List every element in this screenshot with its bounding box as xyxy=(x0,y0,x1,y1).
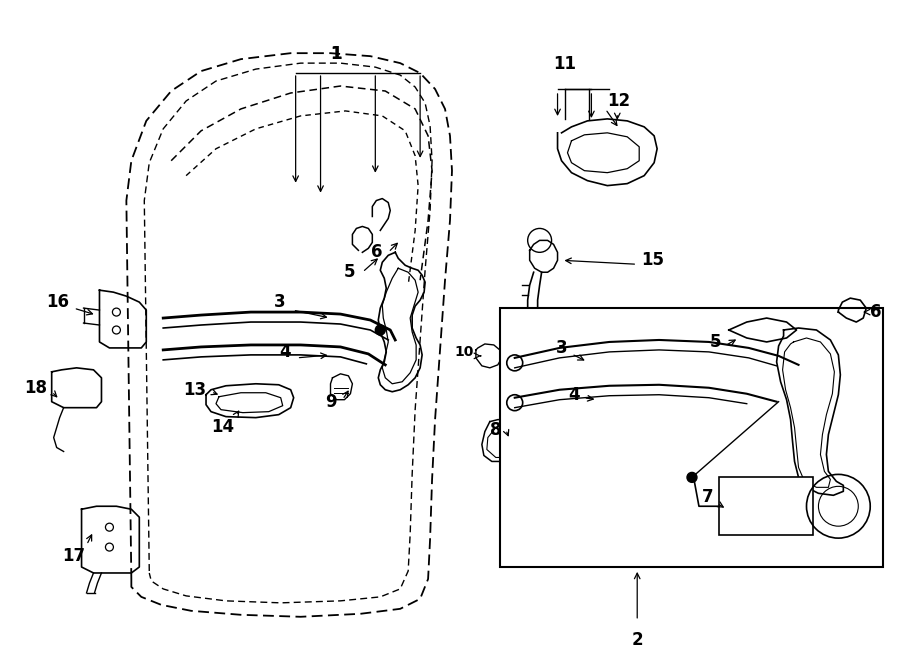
Text: 4: 4 xyxy=(568,386,580,404)
Text: 6: 6 xyxy=(371,243,382,261)
Text: 6: 6 xyxy=(870,303,882,321)
Text: 8: 8 xyxy=(491,420,502,439)
Text: 1: 1 xyxy=(329,45,341,63)
Text: 18: 18 xyxy=(23,379,47,397)
Text: 4: 4 xyxy=(279,343,291,361)
Bar xyxy=(500,308,883,567)
Text: 13: 13 xyxy=(183,381,206,399)
Text: 5: 5 xyxy=(344,263,356,281)
Bar xyxy=(719,477,814,535)
Circle shape xyxy=(687,473,697,483)
Text: 12: 12 xyxy=(608,92,631,110)
Text: 15: 15 xyxy=(641,251,664,269)
Text: 9: 9 xyxy=(325,393,337,410)
Text: 2: 2 xyxy=(632,631,643,648)
Text: 3: 3 xyxy=(556,339,568,357)
Text: 3: 3 xyxy=(274,293,285,311)
Text: 16: 16 xyxy=(47,293,69,311)
Text: 10: 10 xyxy=(454,345,474,359)
Text: 7: 7 xyxy=(702,488,714,506)
Text: 5: 5 xyxy=(709,333,721,351)
Text: 17: 17 xyxy=(62,547,86,565)
Text: 14: 14 xyxy=(212,418,235,436)
Text: 11: 11 xyxy=(553,55,576,73)
Circle shape xyxy=(375,325,385,335)
Text: 1: 1 xyxy=(329,45,341,63)
